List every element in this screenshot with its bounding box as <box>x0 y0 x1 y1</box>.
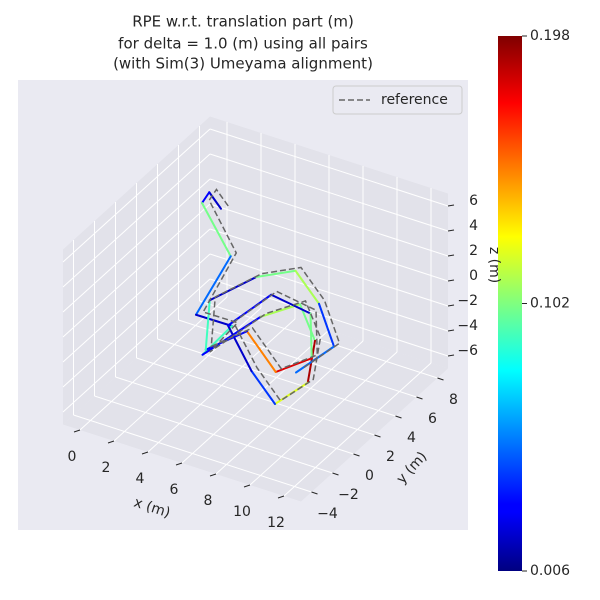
grid-line <box>157 338 396 417</box>
grid-line <box>73 414 312 493</box>
trajectory-segment <box>274 357 313 373</box>
grid-line <box>209 203 449 282</box>
reference-line <box>202 188 341 402</box>
x-tick <box>277 495 285 499</box>
z-tick <box>447 279 455 282</box>
grid-line <box>209 178 449 257</box>
grid-line <box>209 278 449 357</box>
x-tick-label: 12 <box>267 515 285 531</box>
trajectory-segment <box>318 302 335 348</box>
trajectory-segment <box>227 324 253 372</box>
y-tick-label: 2 <box>386 449 395 465</box>
x-tick-label: 2 <box>102 460 111 476</box>
trajectory-segment <box>204 299 211 351</box>
legend-box <box>332 85 463 115</box>
x-tick <box>175 462 183 466</box>
colorbar-tick-label: 0.198 <box>530 28 570 44</box>
trajectory-segment <box>246 330 277 373</box>
title-line: (with Sim(3) Umeyama alignment) <box>113 55 373 73</box>
x-tick-label: 10 <box>233 504 251 520</box>
colorbar-tick-label: 0.006 <box>530 563 570 579</box>
grid-line <box>62 153 211 288</box>
z-axis-label: z (m) <box>486 247 502 283</box>
grid-line <box>209 153 449 232</box>
grid-line <box>209 253 449 332</box>
legend: reference <box>332 85 463 115</box>
y-tick-label: 6 <box>428 411 437 427</box>
grid-line <box>199 300 438 379</box>
z-tick <box>447 254 455 257</box>
trajectory-segment <box>294 269 320 305</box>
grid-line <box>62 203 211 338</box>
z-tick-label: 6 <box>469 193 478 209</box>
grid-line <box>94 395 333 474</box>
y-tick <box>353 453 360 457</box>
grid-line <box>136 357 375 436</box>
grid-line <box>62 253 211 388</box>
y-tick <box>437 377 444 381</box>
x-tick <box>209 473 217 477</box>
trajectory-segment <box>208 191 222 210</box>
colorbar-tick-label: 0.102 <box>530 296 570 312</box>
title-line: RPE w.r.t. translation part (m) <box>132 13 354 31</box>
z-tick-label: −6 <box>457 343 478 359</box>
y-tick <box>332 472 339 476</box>
x-tick <box>243 484 251 488</box>
z-tick-label: −2 <box>457 293 478 309</box>
trajectory-segment <box>201 191 211 204</box>
z-tick-label: 4 <box>469 218 478 234</box>
title-line: for delta = 1.0 (m) using all pairs <box>118 35 368 53</box>
grid-line <box>62 278 211 413</box>
y-tick-label: −2 <box>338 487 359 503</box>
grid-line <box>62 128 211 263</box>
trajectory-segment <box>309 312 313 360</box>
trajectory-segment <box>195 255 232 316</box>
trajectory-segment <box>255 269 297 278</box>
grid-line <box>115 376 354 455</box>
y-tick <box>416 396 423 400</box>
z-tick <box>447 329 455 332</box>
z-tick-label: −4 <box>457 318 478 334</box>
grid-line <box>178 319 417 398</box>
y-tick-label: 4 <box>407 430 416 446</box>
y-tick-label: 0 <box>365 468 374 484</box>
trajectory-segment <box>270 293 312 315</box>
z-tick <box>447 204 455 207</box>
x-tick-label: 0 <box>68 449 77 465</box>
z-tick-label: 0 <box>469 268 478 284</box>
y-tick-label: 8 <box>449 392 458 408</box>
y-tick <box>374 434 381 438</box>
x-tick-label: 4 <box>136 471 145 487</box>
x-tick-label: 6 <box>170 482 179 498</box>
grid-line <box>209 228 449 307</box>
x-tick <box>141 451 149 455</box>
z-tick <box>447 304 455 307</box>
y-tick-label: −4 <box>317 506 338 522</box>
y-tick <box>311 491 318 495</box>
x-tick <box>73 429 81 433</box>
trajectory-segment <box>201 202 232 258</box>
z-tick <box>447 354 455 357</box>
grid-line <box>62 228 211 363</box>
legend-label: reference <box>381 92 448 108</box>
y-tick <box>395 415 402 419</box>
x-tick <box>107 440 115 444</box>
grid-line <box>62 178 211 313</box>
colorbar <box>498 36 522 571</box>
z-tick-label: 2 <box>469 243 478 259</box>
x-tick-label: 8 <box>204 493 213 509</box>
grid-line <box>209 128 449 207</box>
trajectory-segment <box>250 370 276 405</box>
z-tick <box>447 229 455 232</box>
trajectory-segment <box>201 315 262 356</box>
